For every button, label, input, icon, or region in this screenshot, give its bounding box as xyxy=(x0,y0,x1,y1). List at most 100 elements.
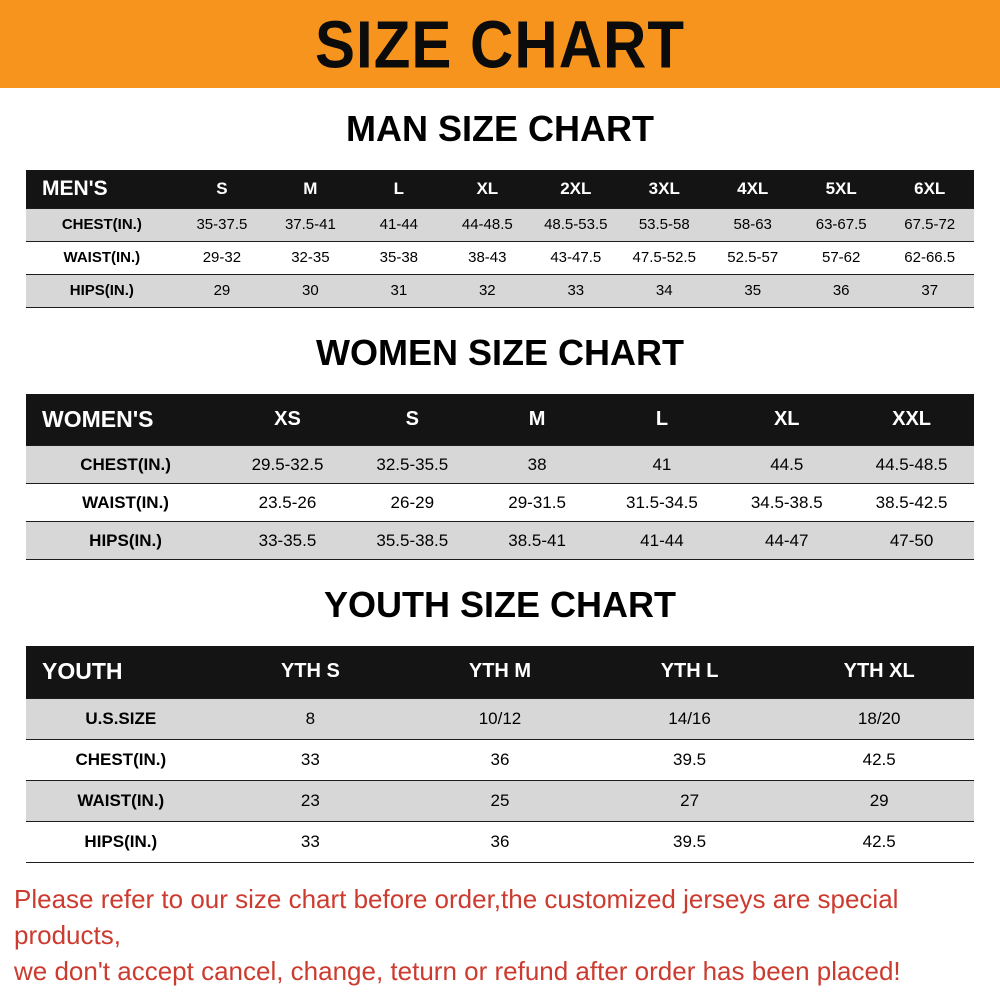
size-value-cell: 14/16 xyxy=(668,708,711,728)
size-value-cell: 35 xyxy=(744,282,762,299)
size-value-cell: 38.5-42.5 xyxy=(875,492,948,512)
size-value-cell: 41-44 xyxy=(640,530,684,550)
size-value-cell: 37.5-41 xyxy=(284,216,336,233)
size-value-cell: 33 xyxy=(300,831,320,851)
men-size-table: MEN'S S M L XL 2XL 3XL 4XL 5XL 6XL CHEST(IN.) 35-37… xyxy=(26,170,974,308)
size-value-cell: 47-50 xyxy=(889,530,934,550)
size-value-cell: 23 xyxy=(300,790,320,810)
size-value-cell: 30 xyxy=(302,282,319,299)
size-value-cell: 29-31.5 xyxy=(508,492,566,512)
size-value-cell: 32-35 xyxy=(291,249,330,266)
size-value-cell: 35.5-38.5 xyxy=(376,530,449,550)
table-row: HIPS(IN.) 33 36 39.5 42.5 xyxy=(26,821,974,862)
row-label: CHEST(IN.) xyxy=(80,454,171,474)
size-column-header: YTH S xyxy=(280,660,340,683)
size-value-cell: 58-63 xyxy=(733,216,772,233)
size-column-header: S xyxy=(405,407,419,430)
size-value-cell: 18/20 xyxy=(857,708,901,728)
size-value-cell: 29 xyxy=(869,790,889,810)
size-value-cell: 8 xyxy=(305,708,316,728)
women-section-title: WOMEN SIZE CHART xyxy=(316,331,684,373)
size-value-cell: 10/12 xyxy=(478,708,522,728)
size-value-cell: 44.5 xyxy=(770,454,804,474)
size-value-cell: 47.5-52.5 xyxy=(632,249,696,266)
size-value-cell: 31 xyxy=(390,282,408,299)
size-value-cell: 67.5-72 xyxy=(904,216,956,233)
size-value-cell: 44-47 xyxy=(764,530,809,550)
size-value-cell: 39.5 xyxy=(673,831,707,851)
men-section-title: MAN SIZE CHART xyxy=(346,108,654,149)
table-row: WAIST(IN.) 23.5-26 26-29 29-31.5 31.5-34.5 34… xyxy=(26,483,974,522)
size-value-cell: 44-48.5 xyxy=(461,216,513,233)
size-value-cell: 39.5 xyxy=(673,749,707,769)
size-column-header: XXL xyxy=(892,407,932,430)
size-value-cell: 41 xyxy=(652,454,672,474)
youth-size-section: YOUTH SIZE CHART YOUTH YTH S YTH M YTH L YTH… xyxy=(0,584,1000,863)
size-value-cell: 63-67.5 xyxy=(815,216,867,233)
table-row: HIPS(IN.) 29 30 31 32 33 34 35 36 37 xyxy=(26,274,974,307)
size-value-cell: 29 xyxy=(213,282,231,299)
size-value-cell: 36 xyxy=(490,749,510,769)
table-corner-label: YOUTH xyxy=(42,658,123,685)
size-value-cell: 26-29 xyxy=(390,492,435,512)
size-value-cell: 29.5-32.5 xyxy=(251,454,324,474)
size-column-header: L xyxy=(655,407,669,430)
size-value-cell: 33 xyxy=(567,282,585,299)
size-value-cell: 27 xyxy=(680,790,700,810)
size-column-header: L xyxy=(393,178,405,198)
size-column-header: 4XL xyxy=(737,178,769,198)
table-header-row: WOMEN'S XS S M L XL XXL xyxy=(26,393,974,446)
size-value-cell: 44.5-48.5 xyxy=(875,454,948,474)
footer-disclaimer-line-2: we don't accept cancel, change, teturn o… xyxy=(14,956,901,987)
size-value-cell: 37 xyxy=(921,282,939,299)
row-label: CHEST(IN.) xyxy=(61,216,142,233)
size-value-cell: 23.5-26 xyxy=(258,492,317,512)
size-value-cell: 31.5-34.5 xyxy=(626,492,698,512)
youth-section-title: YOUTH SIZE CHART xyxy=(323,584,676,625)
size-column-header: XL xyxy=(773,407,800,430)
table-corner-label: MEN'S xyxy=(42,176,108,200)
table-header-row: YOUTH YTH S YTH M YTH L YTH XL xyxy=(26,646,974,698)
row-label: CHEST(IN.) xyxy=(75,749,167,769)
size-value-cell: 38-43 xyxy=(468,249,507,266)
size-value-cell: 48.5-53.5 xyxy=(544,216,608,233)
size-value-cell: 29-32 xyxy=(202,249,242,266)
size-value-cell: 42.5 xyxy=(862,831,896,851)
size-column-header: 3XL xyxy=(648,178,680,198)
row-label: HIPS(IN.) xyxy=(84,831,158,851)
size-value-cell: 53.5-58 xyxy=(638,216,690,233)
footer-disclaimer-line-1: Please refer to our size chart before or… xyxy=(14,883,899,950)
table-row: CHEST(IN.) 29.5-32.5 32.5-35.5 38 41 44.5 44.5… xyxy=(26,445,974,484)
table-row: HIPS(IN.) 33-35.5 35.5-38.5 38.5-41 41-44 44-… xyxy=(26,521,974,560)
size-value-cell: 35-37.5 xyxy=(196,216,248,233)
size-column-header: 5XL xyxy=(825,178,857,198)
size-column-header: M xyxy=(303,178,318,198)
size-value-cell: 52.5-57 xyxy=(727,249,779,266)
size-value-cell: 57-62 xyxy=(822,249,861,266)
table-row: WAIST(IN.) 29-32 32-35 35-38 38-43 43-47.5 47.… xyxy=(26,241,974,274)
size-value-cell: 32.5-35.5 xyxy=(376,454,449,474)
men-size-section: MAN SIZE CHART MEN'S S M L XL 2XL 3XL 4XL 5XL 6XL… xyxy=(0,108,1000,308)
size-value-cell: 38.5-41 xyxy=(508,530,566,550)
size-value-cell: 41-44 xyxy=(379,216,419,233)
women-size-section: WOMEN SIZE CHART WOMEN'S XS S M L XL XXL CHEST(… xyxy=(0,332,1000,561)
size-column-header: YTH L xyxy=(660,660,719,683)
size-value-cell: 33 xyxy=(300,749,320,769)
table-row: CHEST(IN.) 35-37.5 37.5-41 41-44 44-48.5 48.5… xyxy=(26,208,974,241)
size-column-header: 2XL xyxy=(560,178,592,198)
row-label: HIPS(IN.) xyxy=(89,530,162,550)
size-value-cell: 34 xyxy=(655,282,673,299)
size-value-cell: 42.5 xyxy=(862,749,896,769)
size-value-cell: 36 xyxy=(490,831,510,851)
row-label: U.S.SIZE xyxy=(85,708,157,728)
row-label: WAIST(IN.) xyxy=(63,249,141,266)
table-row: CHEST(IN.) 33 36 39.5 42.5 xyxy=(26,739,974,780)
size-column-header: 6XL xyxy=(914,178,946,198)
row-label: WAIST(IN.) xyxy=(82,492,169,512)
table-corner-label: WOMEN'S xyxy=(42,405,154,432)
size-column-header: XS xyxy=(274,407,301,430)
size-column-header: XL xyxy=(476,178,499,198)
size-value-cell: 43-47.5 xyxy=(550,249,602,266)
size-value-cell: 35-38 xyxy=(379,249,419,266)
size-column-header: M xyxy=(528,407,546,430)
